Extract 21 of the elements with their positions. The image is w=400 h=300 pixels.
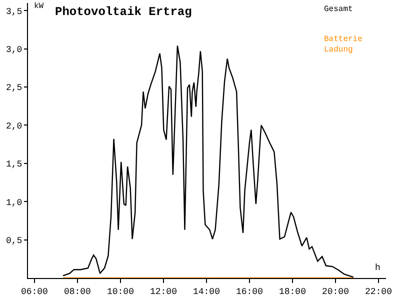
x-tick-label: 08:00 bbox=[64, 286, 91, 297]
x-tick-label: 06:00 bbox=[20, 286, 48, 297]
y-tick-label: 1,5 bbox=[6, 160, 22, 170]
y-tick-label: 1,0 bbox=[6, 198, 22, 208]
y-tick-label: 0,5 bbox=[6, 236, 22, 246]
x-tick-label: 20:00 bbox=[322, 286, 349, 297]
y-tick-label: 2,5 bbox=[6, 83, 22, 94]
y-tick-label: 2,0 bbox=[6, 121, 22, 132]
x-tick-label: 16:00 bbox=[236, 286, 263, 297]
x-tick-label: 18:00 bbox=[278, 286, 306, 297]
y-tick-label: 3,0 bbox=[6, 44, 22, 55]
y-tick-label: 3,5 bbox=[6, 6, 22, 17]
y-axis-title: kW bbox=[34, 2, 44, 11]
text: Batterie Ladung bbox=[324, 35, 363, 54]
x-tick-label: 22:00 bbox=[364, 286, 392, 297]
x-tick-label: 10:00 bbox=[106, 286, 134, 297]
text: Gesamt bbox=[324, 5, 353, 14]
x-axis-title: h bbox=[375, 263, 380, 273]
x-tick-label: 14:00 bbox=[192, 286, 220, 297]
chart-title: Photovoltaik Ertrag bbox=[55, 5, 192, 19]
x-tick-label: 12:00 bbox=[150, 286, 177, 297]
